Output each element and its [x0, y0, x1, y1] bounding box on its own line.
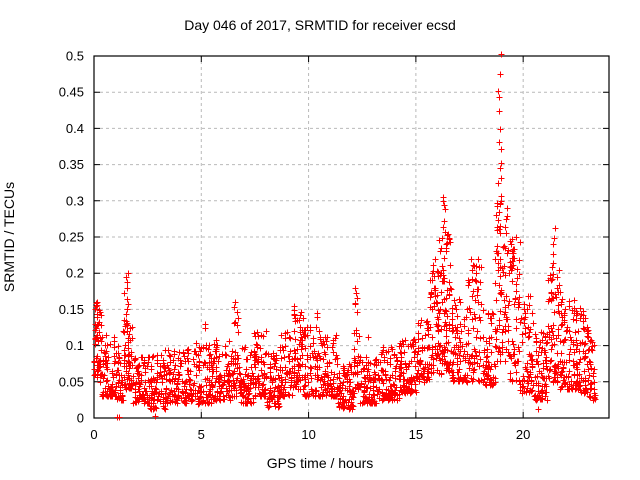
- gridlines: [94, 56, 609, 418]
- chart-title: Day 046 of 2017, SRMTID for receiver ecs…: [184, 17, 456, 33]
- x-tick-label: 10: [301, 427, 315, 442]
- y-axis-label: SRMTID / TECUs: [1, 181, 17, 293]
- y-tick-label: 0: [77, 411, 84, 426]
- x-tick-label: 0: [90, 427, 97, 442]
- y-tick-label: 0.45: [59, 85, 84, 100]
- y-tick-label: 0.25: [59, 230, 84, 245]
- y-tick-label: 0.2: [66, 266, 84, 281]
- y-tick-label: 0.15: [59, 302, 84, 317]
- y-tick-label: 0.35: [59, 157, 84, 172]
- data-points: [91, 51, 599, 421]
- x-tick-label: 15: [409, 427, 423, 442]
- y-tick-label: 0.4: [66, 121, 84, 136]
- x-tick-label: 5: [198, 427, 205, 442]
- x-axis-label: GPS time / hours: [266, 455, 374, 471]
- x-tick-label: 20: [516, 427, 530, 442]
- y-tick-label: 0.5: [66, 49, 84, 64]
- y-tick-label: 0.1: [66, 338, 84, 353]
- plot-border: [93, 55, 610, 419]
- y-tick-label: 0.3: [66, 193, 84, 208]
- y-tick-label: 0.05: [59, 374, 84, 389]
